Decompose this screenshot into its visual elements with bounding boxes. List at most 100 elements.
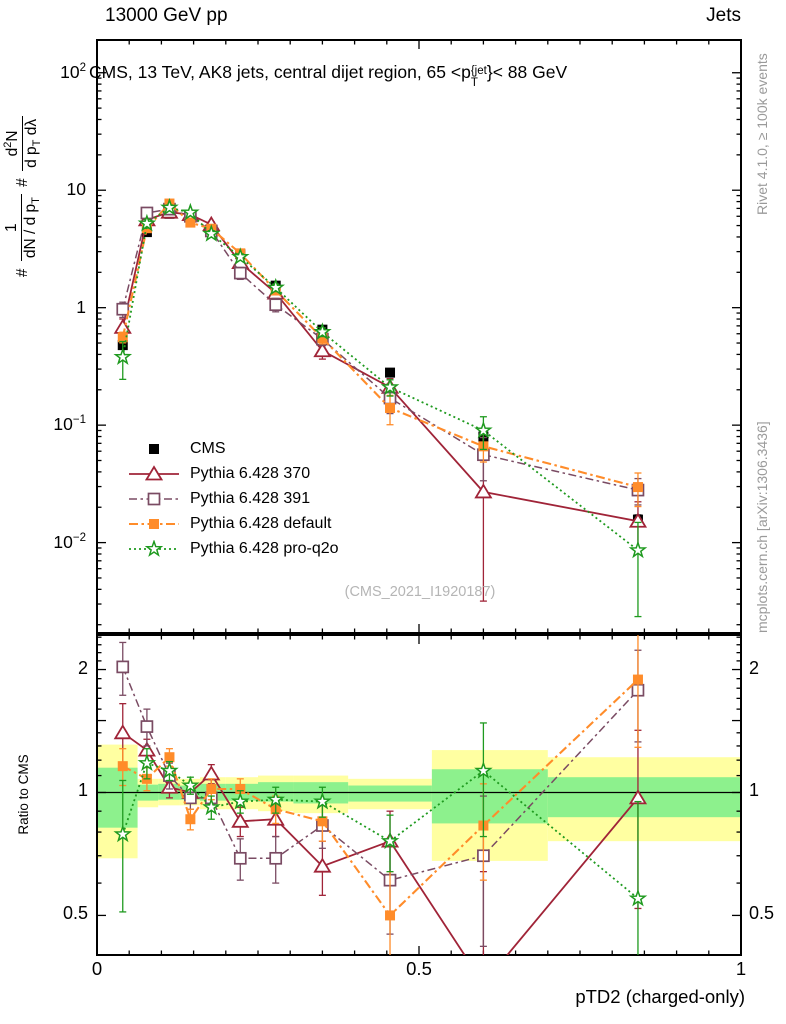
ratio-line-pythia-6-428-391 bbox=[122, 666, 639, 882]
legend-marker-pythia-6-428-pro-q2o bbox=[129, 539, 179, 557]
ylabel-fraction-1: 1 dN / d pT bbox=[3, 194, 43, 262]
x-tick-label: 0.5 bbox=[406, 958, 432, 979]
main-y-tick-label: 102 bbox=[60, 61, 86, 82]
ratio-marker-pythia-6-428-pro-q2o bbox=[628, 888, 648, 907]
band-stat-uncertainty bbox=[348, 785, 432, 802]
ratio-marker-pythia-6-428-370 bbox=[231, 812, 250, 828]
legend-item-pythia-6-428-391: Pythia 6.428 391 bbox=[128, 486, 339, 511]
ratio-panel-series bbox=[113, 635, 648, 955]
ratio-marker-pythia-6-428-370 bbox=[202, 765, 221, 781]
marker-pythia-6-428-pro-q2o bbox=[266, 277, 286, 296]
x-tick-label: 0 bbox=[91, 958, 103, 979]
legend-item-pythia-6-428-pro-q2o: Pythia 6.428 pro-q2o bbox=[128, 536, 339, 561]
plot-title-supsub: {jet T bbox=[471, 65, 487, 89]
marker-pythia-6-428-pro-q2o bbox=[160, 197, 179, 216]
marker-pythia-6-428-default bbox=[632, 482, 643, 493]
legend-marker-pythia-6-428-391 bbox=[129, 492, 179, 505]
plot-title-text: CMS, 13 TeV, AK8 jets, central dijet reg… bbox=[89, 62, 471, 82]
axis-ticks bbox=[96, 40, 742, 956]
main-y-tick-label: 10−2 bbox=[53, 531, 86, 552]
marker-pythia-6-428-pro-q2o bbox=[230, 247, 250, 265]
ratio-marker-pythia-6-428-pro-q2o bbox=[230, 791, 250, 810]
ratio-marker-pythia-6-428-default bbox=[185, 814, 196, 825]
ratio-marker-pythia-6-428-pro-q2o bbox=[113, 824, 133, 843]
legend-item-pythia-6-428-default: Pythia 6.428 default bbox=[128, 511, 339, 536]
header-analysis-group: Jets bbox=[706, 5, 741, 26]
ratio-y-tick-label-right: 0.5 bbox=[749, 903, 775, 924]
plot-title: CMS, 13 TeV, AK8 jets, central dijet reg… bbox=[89, 62, 567, 95]
plot-title-subscript: T bbox=[470, 77, 478, 90]
marker-pythia-6-428-default bbox=[317, 333, 328, 344]
series-ratio-pythia-6-428-pro-q2o bbox=[113, 722, 648, 955]
legend-label-pythia-6-428-370: Pythia 6.428 370 bbox=[190, 464, 311, 482]
ratio-marker-pythia-6-428-default bbox=[117, 761, 128, 772]
ratio-y-tick-label-left: 1 bbox=[77, 780, 88, 801]
marker-pythia-6-428-default bbox=[185, 217, 196, 228]
ylabel-frac1-den: dN / d pT bbox=[21, 197, 42, 259]
ratio-marker-pythia-6-428-default bbox=[632, 674, 643, 685]
ratio-marker-pythia-6-428-default bbox=[317, 816, 328, 827]
legend-glyph-cms bbox=[149, 443, 159, 454]
x-tick-label: 1 bbox=[735, 958, 747, 979]
legend-marker-cms bbox=[149, 443, 159, 454]
main-y-tick-label: 10 bbox=[66, 179, 86, 200]
legend-label-pythia-6-428-default: Pythia 6.428 default bbox=[190, 514, 332, 532]
marker-pythia-6-428-default bbox=[117, 332, 128, 343]
ylabel-frac2-num: d2N bbox=[2, 115, 23, 171]
mcplots-arxiv-caption: mcplots.cern.ch [arXiv:1306.3436] bbox=[754, 421, 770, 633]
ratio-marker-pythia-6-428-pro-q2o bbox=[313, 791, 332, 810]
main-y-tick-label: 10−1 bbox=[53, 414, 86, 435]
ratio-marker-pythia-6-428-pro-q2o bbox=[137, 753, 157, 772]
legend-glyph-pythia-6-428-pro-q2o bbox=[144, 539, 164, 557]
x-axis-label: pTD2 (charged-only) bbox=[575, 986, 745, 1007]
marker-pythia-6-428-pro-q2o bbox=[202, 224, 221, 242]
marker-pythia-6-428-default bbox=[385, 402, 396, 413]
ratio-marker-pythia-6-428-default bbox=[206, 783, 217, 794]
marker-pythia-6-428-pro-q2o bbox=[474, 420, 493, 439]
legend-label-pythia-6-428-391: Pythia 6.428 391 bbox=[190, 489, 311, 507]
ratio-marker-pythia-6-428-391 bbox=[116, 660, 130, 674]
ratio-marker-pythia-6-428-default bbox=[164, 752, 175, 763]
legend-marker-pythia-6-428-default bbox=[129, 518, 179, 529]
plot-title-tail: }< 88 GeV bbox=[486, 62, 568, 82]
ratio-marker-pythia-6-428-391 bbox=[269, 851, 283, 865]
ratio-marker-pythia-6-428-391 bbox=[140, 720, 154, 733]
ratio-marker-pythia-6-428-pro-q2o bbox=[181, 775, 200, 794]
legend-label-cms: CMS bbox=[190, 439, 226, 457]
ylabel-fraction-2: d2N d pT dλ bbox=[2, 115, 44, 171]
ratio-marker-pythia-6-428-pro-q2o bbox=[160, 761, 179, 779]
rivet-version-caption: Rivet 4.1.0, ≥ 100k events bbox=[754, 53, 770, 215]
ylabel-frac2-den: d pT dλ bbox=[22, 118, 44, 168]
main-y-tick-label: 1 bbox=[76, 296, 86, 317]
marker-pythia-6-428-pro-q2o bbox=[380, 377, 400, 396]
legend-glyph-pythia-6-428-370 bbox=[144, 464, 164, 480]
ratio-marker-pythia-6-428-370 bbox=[313, 857, 332, 873]
band-stat-uncertainty bbox=[97, 767, 138, 828]
ylabel-hash-1: # bbox=[13, 268, 31, 278]
ratio-marker-pythia-6-428-pro-q2o bbox=[380, 831, 400, 850]
ratio-marker-pythia-6-428-pro-q2o bbox=[202, 797, 221, 816]
ratio-marker-pythia-6-428-default bbox=[235, 783, 246, 794]
marker-pythia-6-428-pro-q2o bbox=[137, 213, 157, 232]
marker-pythia-6-428-391 bbox=[269, 298, 283, 312]
band-stat-uncertainty bbox=[431, 769, 548, 824]
line-pythia-6-428-default bbox=[121, 202, 639, 489]
ratio-marker-pythia-6-428-pro-q2o bbox=[266, 789, 286, 808]
ratio-y-tick-label-left: 2 bbox=[77, 657, 88, 678]
marker-pythia-6-428-pro-q2o bbox=[113, 347, 133, 365]
ratio-y-tick-label-right: 2 bbox=[749, 657, 760, 678]
legend-glyph-pythia-6-428-391 bbox=[147, 492, 161, 505]
marker-pythia-6-428-370 bbox=[313, 341, 332, 358]
ratio-marker-pythia-6-428-pro-q2o bbox=[474, 761, 493, 779]
marker-pythia-6-428-391 bbox=[116, 302, 130, 316]
legend-marker-pythia-6-428-370 bbox=[129, 464, 179, 480]
series-ratio-pythia-6-428-370 bbox=[113, 703, 648, 955]
marker-pythia-6-428-370 bbox=[474, 483, 493, 499]
plot-title-superscript: {jet bbox=[470, 65, 487, 77]
ratio-y-tick-label-left: 0.5 bbox=[62, 903, 88, 924]
analysis-id-watermark: (CMS_2021_I1920187) bbox=[344, 584, 496, 600]
ratio-marker-pythia-6-428-370 bbox=[113, 724, 132, 740]
legend: CMS Pythia 6.428 370 Pythia 6.428 391 Pythi… bbox=[128, 436, 339, 561]
